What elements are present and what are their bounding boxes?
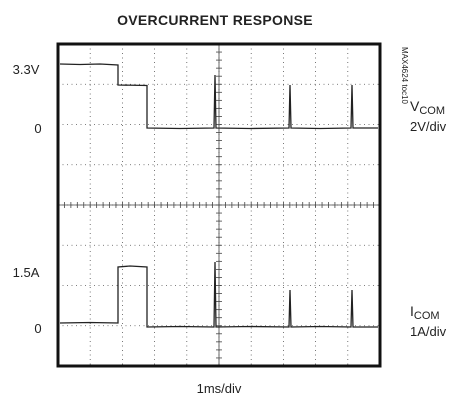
frame [56, 42, 382, 368]
channel-label: VCOM [410, 98, 445, 117]
symbol: V [410, 98, 420, 114]
x-label: 1ms/div [197, 381, 242, 396]
subscript: COM [419, 105, 445, 117]
symbol: I [410, 303, 414, 319]
level-label: 3.3V [13, 62, 40, 77]
channel-scale: 1A/div [410, 324, 447, 339]
grid [58, 44, 380, 366]
watermark: MAX4624 toc10 [400, 47, 409, 104]
channel-scale: 2V/div [410, 119, 447, 134]
level-label: 0 [34, 321, 41, 336]
title: OVERCURRENT RESPONSE [117, 12, 313, 28]
channel-label: ICOM [410, 303, 440, 322]
level-label: 1.5A [13, 265, 40, 280]
subscript: COM [414, 310, 440, 322]
voltage-trace [59, 63, 378, 130]
current-trace [59, 261, 378, 328]
level-label: 0 [34, 121, 41, 136]
